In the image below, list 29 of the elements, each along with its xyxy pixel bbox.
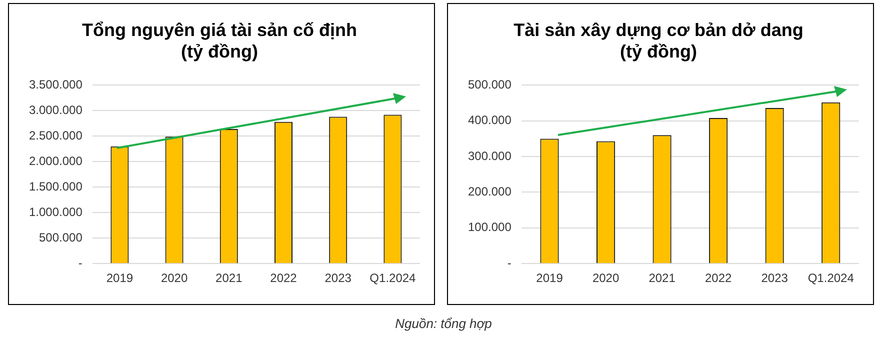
y-tick-label: 2.500.000 xyxy=(28,128,83,142)
y-tick-label: 1.500.000 xyxy=(28,179,83,194)
y-tick-label: 500.000 xyxy=(38,230,83,244)
y-tick-label: 500.000 xyxy=(468,78,512,92)
x-tick-label: 2023 xyxy=(761,271,788,286)
x-tick-label: 2023 xyxy=(324,271,352,286)
chart-title: Tài sản xây dựng cơ bản dở dang (tỷ đồng) xyxy=(514,20,804,62)
y-tick-label: 2.000.000 xyxy=(28,154,83,168)
y-tick-label: 100.000 xyxy=(468,220,512,234)
x-tick-label: 2020 xyxy=(592,271,620,286)
y-tick-label: - xyxy=(78,256,82,270)
y-tick-label: 3.000.000 xyxy=(28,103,83,117)
x-tick-label: Q1.2024 xyxy=(370,271,416,286)
x-tick-label: 2019 xyxy=(106,271,134,286)
x-tick-label: Q1.2024 xyxy=(808,271,854,286)
y-tick-label: 1.000.000 xyxy=(28,204,83,219)
y-tick-label: 300.000 xyxy=(468,148,512,163)
y-tick-label: - xyxy=(507,256,512,270)
x-tick-label: 2021 xyxy=(648,271,676,286)
chart-title: Tổng nguyên giá tài sản cố định (tỷ đồng) xyxy=(82,20,358,62)
x-tick-label: 2022 xyxy=(270,271,298,286)
x-tick-label: 2020 xyxy=(160,271,188,286)
x-tick-label: 2019 xyxy=(536,271,564,286)
y-tick-label: 200.000 xyxy=(468,184,512,199)
y-tick-label: 3.500.000 xyxy=(28,78,83,92)
text: Nguồn: tổng hợp xyxy=(394,316,493,331)
y-tick-label: 400.000 xyxy=(468,113,512,128)
x-tick-label: 2021 xyxy=(216,271,243,286)
x-tick-label: 2022 xyxy=(704,271,732,286)
